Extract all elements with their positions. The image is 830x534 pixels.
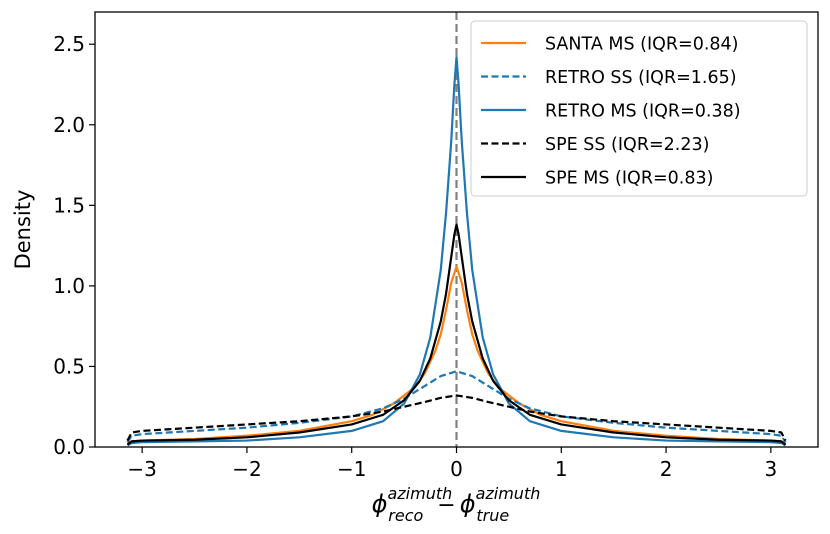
series-line-santa-ms [126, 265, 787, 445]
x-tick-label: −2 [232, 457, 261, 481]
x-tick-label: 2 [660, 457, 673, 481]
legend-label-spe-ss: SPE SS (IQR=2.23) [545, 135, 709, 155]
x-axis-label: ϕazimuth reco − ϕazimuth true [372, 484, 541, 525]
series-line-spe-ms [126, 223, 787, 446]
series-line-retro-ms [126, 56, 787, 447]
x-axis: −3 −2 −1 0 1 2 3 [127, 447, 777, 481]
series-line-retro-ss [126, 370, 787, 443]
y-tick-label: 1.5 [53, 193, 85, 217]
x-axis-label-sup1: azimuth [387, 484, 452, 503]
x-tick-label: −1 [337, 457, 366, 481]
x-axis-label-sub2: true [476, 506, 509, 525]
y-tick-label: 0.5 [53, 354, 85, 378]
x-axis-label-phi-2: ϕ [460, 490, 476, 518]
series-line-spe-ss [126, 394, 787, 442]
legend-label-santa-ms: SANTA MS (IQR=0.84) [545, 35, 739, 55]
series-group [126, 56, 787, 447]
x-axis-label-phi: ϕ [372, 490, 388, 518]
x-axis-label-minus: − [437, 493, 455, 518]
legend-label-spe-ms: SPE MS (IQR=0.83) [545, 169, 713, 189]
x-tick-label: 0 [450, 457, 463, 481]
x-tick-label: −3 [127, 457, 156, 481]
y-tick-label: 2.5 [53, 32, 85, 56]
legend-frame [470, 20, 808, 197]
x-tick-label: 1 [555, 457, 568, 481]
legend-label-retro-ms: RETRO MS (IQR=0.38) [545, 102, 741, 122]
x-axis-label-sub1: reco [388, 506, 423, 525]
y-axis: 0.0 0.5 1.0 1.5 2.0 2.5 [53, 32, 95, 459]
y-axis-label: Density [11, 190, 35, 270]
x-axis-label-sup2: azimuth [476, 484, 541, 503]
y-tick-label: 0.0 [53, 435, 85, 459]
y-tick-label: 2.0 [53, 113, 85, 137]
legend-label-retro-ss: RETRO SS (IQR=1.65) [545, 68, 737, 88]
legend: SANTA MS (IQR=0.84) RETRO SS (IQR=1.65) RE… [470, 20, 808, 197]
x-tick-label: 3 [764, 457, 777, 481]
y-tick-label: 1.0 [53, 274, 85, 298]
